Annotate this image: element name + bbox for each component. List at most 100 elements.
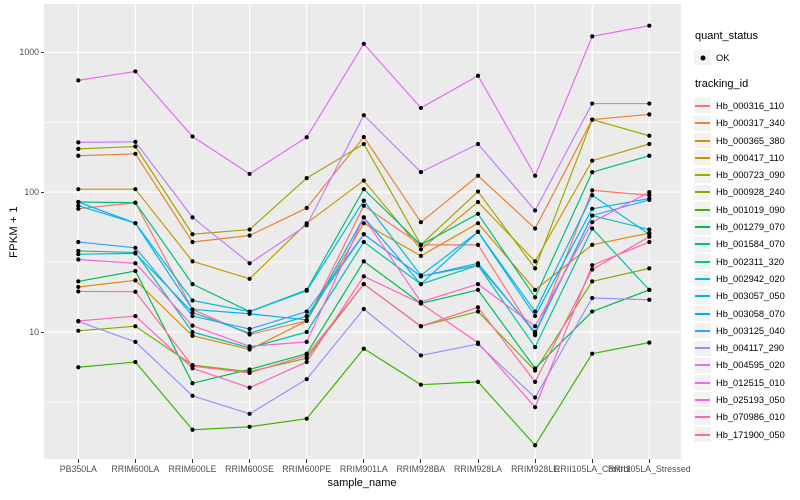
legend-key-swatch <box>694 219 711 235</box>
data-point <box>590 226 595 231</box>
data-point <box>304 313 309 319</box>
data-point <box>133 261 138 266</box>
legend-item-Hb_000317_340: Hb_000317_340 <box>694 115 800 132</box>
x-tick-label: RRIM600PE <box>282 464 332 474</box>
legend-line-icon <box>695 347 710 350</box>
data-point <box>590 351 595 356</box>
legend-item-Hb_001584_070: Hb_001584_070 <box>694 236 800 253</box>
legend-key-swatch <box>694 392 711 408</box>
legend-key-swatch <box>694 323 711 339</box>
legend-title-tracking-id: tracking_id <box>695 78 749 91</box>
data-point <box>304 416 309 421</box>
data-point <box>190 310 195 315</box>
y-axis-title: FPKM + 1 <box>8 206 20 258</box>
data-point <box>475 173 481 178</box>
data-point <box>418 353 423 358</box>
data-point <box>418 220 423 225</box>
legend-line-icon <box>695 139 710 142</box>
legend-item-label: Hb_001019_090 <box>716 204 785 215</box>
data-point <box>475 309 481 314</box>
data-point <box>133 187 138 192</box>
y-tick <box>40 191 44 193</box>
data-point <box>361 113 366 118</box>
data-point <box>647 190 652 195</box>
data-point <box>247 276 252 281</box>
legend-line-icon <box>695 208 710 211</box>
data-point <box>304 329 309 335</box>
legend-item-label: Hb_025193_050 <box>716 394 785 405</box>
data-point <box>133 139 138 144</box>
legend-key-swatch <box>694 98 711 114</box>
data-point <box>533 266 538 271</box>
legend-item-Hb_000723_090: Hb_000723_090 <box>694 166 800 183</box>
data-point <box>590 213 595 218</box>
legend-key-swatch <box>694 427 711 443</box>
data-point <box>76 252 81 257</box>
data-point <box>418 301 423 306</box>
y-tick-label: 1000 <box>19 47 39 58</box>
legend-key-swatch <box>694 288 711 304</box>
legend-item-label: Hb_001584_070 <box>716 239 785 250</box>
data-point <box>418 242 423 247</box>
data-point <box>190 259 195 264</box>
data-point <box>361 221 366 226</box>
data-point <box>76 279 81 284</box>
x-axis-title: sample_name <box>327 477 397 489</box>
x-tick <box>249 459 251 463</box>
data-point <box>533 443 538 448</box>
data-point <box>647 23 652 28</box>
data-point <box>647 340 652 345</box>
data-point <box>247 385 252 390</box>
data-point <box>647 197 652 203</box>
data-point <box>533 259 538 264</box>
data-point <box>590 193 595 198</box>
data-point <box>133 251 138 256</box>
data-point <box>304 135 309 140</box>
data-point <box>533 329 538 335</box>
data-point <box>590 34 595 39</box>
legend-key-swatch <box>694 202 711 218</box>
data-point <box>190 329 195 335</box>
x-tick <box>77 459 79 463</box>
x-tick <box>306 459 308 463</box>
data-point <box>475 242 481 247</box>
legend-key-swatch <box>694 254 711 270</box>
x-tick <box>134 459 136 463</box>
legend-key-swatch <box>694 409 711 425</box>
legend-item-Hb_000928_240: Hb_000928_240 <box>694 184 800 201</box>
data-point <box>590 267 595 272</box>
data-point <box>590 158 595 163</box>
data-point <box>304 339 309 344</box>
legend-key-swatch <box>694 115 711 131</box>
data-point <box>475 340 481 345</box>
data-point <box>647 193 652 198</box>
data-point <box>647 287 652 293</box>
data-point <box>76 153 81 158</box>
y-tick-label: 10 <box>29 327 39 337</box>
data-point <box>247 326 252 332</box>
data-point <box>361 215 366 220</box>
data-point <box>533 208 538 213</box>
data-point <box>190 134 195 139</box>
legend-item-Hb_025193_050: Hb_025193_050 <box>694 391 800 408</box>
data-point <box>190 381 195 386</box>
legend-key-swatch <box>694 184 711 200</box>
data-point <box>361 134 366 140</box>
data-point <box>647 266 652 271</box>
legend-item-Hb_000417_110: Hb_000417_110 <box>694 149 800 166</box>
legend-item-label: Hb_070986_010 <box>716 412 785 423</box>
data-point <box>247 367 252 372</box>
legend-line-icon <box>695 312 710 315</box>
legend-item-Hb_001019_090: Hb_001019_090 <box>694 201 800 218</box>
x-tick <box>477 459 479 463</box>
data-point <box>533 324 538 329</box>
data-point <box>190 427 195 432</box>
legend-line-icon <box>695 398 710 401</box>
legend-item-label: Hb_003058_070 <box>716 308 785 319</box>
plot-canvas <box>44 4 681 459</box>
data-point <box>304 377 309 382</box>
data-point <box>647 297 652 302</box>
data-point <box>647 101 652 106</box>
legend-item-label: Hb_003057_050 <box>716 291 785 302</box>
data-point <box>475 305 481 310</box>
